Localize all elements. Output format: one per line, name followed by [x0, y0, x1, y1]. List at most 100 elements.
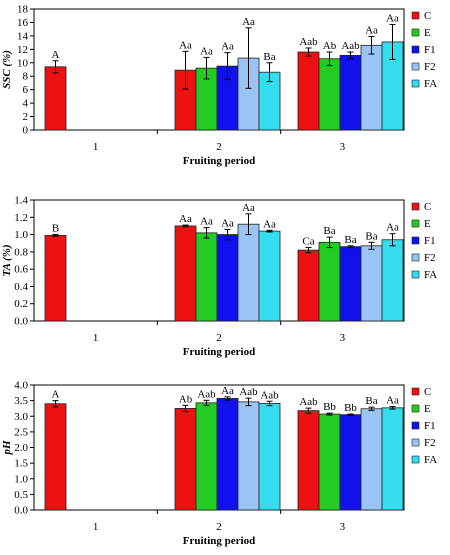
- bar-f2: [360, 44, 383, 131]
- chart-panel-3: 0.0 0.5 1.0 1.5 2.0 2.5 3.0 3.5 4.0 pH 1 2 3 Fruiting…: [1, 380, 437, 548]
- significance-label: Aa: [221, 217, 234, 229]
- y-tick-label: 0: [23, 125, 29, 137]
- legend-label-f1: F1: [424, 235, 436, 247]
- y-tick-label: 0.5: [14, 489, 28, 501]
- significance-label: Aa: [200, 45, 213, 57]
- x-tick-label: 1: [93, 332, 99, 344]
- y-axis-label: SSC (%): [1, 50, 13, 89]
- significance-label: Aab: [260, 389, 279, 401]
- legend-label-e: E: [424, 218, 431, 230]
- bar-f1: [216, 398, 239, 511]
- bar-fa: [258, 230, 281, 322]
- bar-f2: [237, 223, 260, 322]
- y-tick-label: 0.0: [14, 316, 28, 328]
- bar-fa: [381, 407, 404, 511]
- bar-c: [174, 408, 197, 511]
- bar-f1: [339, 414, 362, 511]
- y-tick-label: 1.0: [14, 229, 28, 241]
- significance-label: Aa: [386, 395, 399, 407]
- significance-label: A: [52, 389, 60, 401]
- legend-swatch-f2: [411, 438, 420, 447]
- legend-swatch-c: [411, 11, 420, 20]
- legend-swatch-f1: [411, 45, 420, 54]
- x-tick-label: 3: [340, 332, 346, 344]
- legend-swatch-f1: [411, 236, 420, 245]
- bar-fa: [381, 239, 404, 322]
- significance-label: Ba: [365, 395, 377, 407]
- y-tick-label: 2.0: [14, 442, 28, 454]
- x-axis-label: Fruiting period: [183, 535, 255, 547]
- y-tick-label: 1.5: [14, 458, 28, 470]
- legend-swatch-e: [411, 28, 420, 37]
- bar-e: [195, 232, 218, 322]
- significance-label: Aa: [242, 16, 255, 28]
- bar-c: [297, 51, 320, 131]
- y-tick-label: 3.0: [14, 411, 28, 423]
- legend-swatch-e: [411, 219, 420, 228]
- significance-label: Ab: [179, 393, 193, 405]
- significance-label: A: [52, 49, 60, 61]
- x-axis-label: Fruiting period: [183, 346, 255, 358]
- significance-label: Aab: [299, 36, 318, 48]
- y-tick-label: 4.0: [14, 380, 28, 392]
- significance-label: Aab: [239, 386, 258, 398]
- significance-label: Ba: [344, 234, 356, 246]
- bar-e: [195, 402, 218, 511]
- legend-label-e: E: [424, 27, 431, 39]
- bar-f2: [237, 401, 260, 511]
- bar-e: [318, 58, 341, 131]
- y-tick-label: 0.8: [14, 246, 28, 258]
- legend-swatch-c: [411, 387, 420, 396]
- y-tick-label: 0.0: [14, 505, 28, 517]
- significance-label: Aab: [197, 388, 216, 400]
- x-tick-label: 1: [93, 141, 99, 153]
- y-tick-label: 6: [23, 84, 29, 96]
- significance-label: Ba: [263, 51, 275, 63]
- y-tick-label: 1.4: [14, 195, 28, 207]
- significance-label: Aa: [179, 39, 192, 51]
- legend-swatch-fa: [411, 79, 420, 88]
- bar-c: [44, 403, 67, 511]
- legend-label-f2: F2: [424, 61, 436, 73]
- legend-swatch-f1: [411, 421, 420, 430]
- bar-f1: [339, 54, 362, 131]
- y-tick-label: 18: [17, 4, 29, 16]
- significance-label: Aa: [221, 385, 234, 397]
- significance-label: Aab: [299, 396, 318, 408]
- significance-label: Aa: [386, 12, 399, 24]
- x-axis-label: Fruiting period: [183, 155, 255, 167]
- legend-label-f1: F1: [424, 420, 436, 432]
- significance-label: Bb: [344, 402, 357, 414]
- bar-c: [297, 410, 320, 511]
- y-tick-label: 1.2: [14, 212, 28, 224]
- significance-label: Bb: [323, 401, 336, 413]
- bar-f2: [360, 408, 383, 511]
- y-tick-label: 0.6: [14, 264, 28, 276]
- significance-label: B: [52, 223, 59, 235]
- x-tick-label: 2: [216, 521, 222, 533]
- bar-c: [44, 66, 67, 131]
- significance-label: Aa: [221, 41, 234, 53]
- significance-label: Aab: [341, 40, 360, 52]
- legend-label-fa: FA: [424, 454, 437, 466]
- y-tick-label: 4: [23, 98, 29, 110]
- bar-c: [297, 249, 320, 322]
- legend-label-f2: F2: [424, 252, 436, 264]
- significance-label: Aa: [242, 202, 255, 214]
- y-tick-label: 16: [17, 17, 29, 29]
- significance-label: Aa: [365, 25, 378, 37]
- legend-label-e: E: [424, 403, 431, 415]
- legend-swatch-e: [411, 404, 420, 413]
- bar-f2: [360, 245, 383, 322]
- y-tick-label: 1.0: [14, 473, 28, 485]
- y-tick-label: 10: [17, 57, 29, 69]
- significance-label: Aa: [200, 216, 213, 228]
- legend-swatch-f2: [411, 62, 420, 71]
- significance-label: Ba: [365, 230, 377, 242]
- legend-label-f2: F2: [424, 437, 436, 449]
- legend-label-fa: FA: [424, 78, 437, 90]
- y-tick-label: 14: [17, 30, 29, 42]
